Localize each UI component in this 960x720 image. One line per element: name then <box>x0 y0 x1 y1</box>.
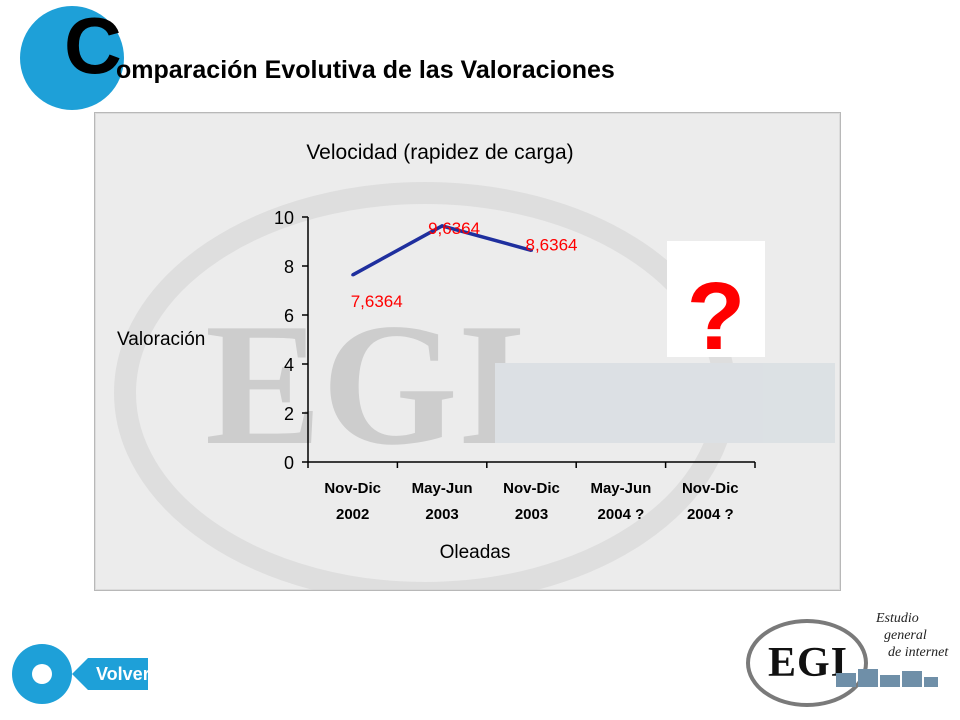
watermark-text: EGI <box>205 287 526 481</box>
y-tick-label: 8 <box>284 257 294 277</box>
y-tick-label: 6 <box>284 306 294 326</box>
data-label: 7,6364 <box>351 292 403 311</box>
series-point <box>530 248 533 252</box>
back-button[interactable]: Volver <box>12 644 150 706</box>
title-initial-letter: C <box>64 1 122 90</box>
watermark-bars <box>495 363 835 443</box>
logo-line-3: de internet <box>888 645 949 660</box>
y-tick-label: 0 <box>284 453 294 473</box>
series-point <box>440 224 444 228</box>
series-point <box>351 273 355 277</box>
data-label: 9,6364 <box>428 219 480 238</box>
logo-line-2: general <box>884 628 927 643</box>
x-tick-label: 2004 ? <box>598 506 645 523</box>
series-group <box>351 224 533 277</box>
y-tick-label: 2 <box>284 404 294 424</box>
data-label: 8,6364 <box>526 235 578 254</box>
back-dot-icon <box>32 664 52 684</box>
question-mark: ? <box>687 263 746 370</box>
logo-mark: EGI <box>768 640 849 686</box>
back-button-label: Volver <box>96 664 150 684</box>
x-axis-label: Oleadas <box>440 542 511 563</box>
data-labels: 7,6364 9,6364 8,6364 <box>351 219 578 311</box>
x-tick-label: 2003 <box>515 506 548 523</box>
x-tick-label: May-Jun <box>412 480 473 497</box>
page-title: omparación Evolutiva de las Valoraciones <box>116 56 615 84</box>
x-tick-label: 2002 <box>336 506 369 523</box>
y-axis-label: Valoración <box>117 329 205 350</box>
title-circle-icon <box>20 6 124 110</box>
chart-panel: EGI Velocidad (rapidez de carga) Valorac… <box>94 112 841 591</box>
x-tick-label: Nov-Dic <box>324 480 381 497</box>
x-tick-label: 2004 ? <box>687 506 734 523</box>
chart-title: Velocidad (rapidez de carga) <box>306 141 573 164</box>
egi-logo: EGI Estudio general de internet <box>740 605 952 710</box>
line-chart: EGI Velocidad (rapidez de carga) Valorac… <box>114 141 835 590</box>
logo-ring <box>746 619 868 707</box>
x-tick-label: Nov-Dic <box>503 480 560 497</box>
x-tick-label: May-Jun <box>590 480 651 497</box>
x-tick-label: 2003 <box>425 506 458 523</box>
y-tick-label: 10 <box>274 208 294 228</box>
x-tick-label: Nov-Dic <box>682 480 739 497</box>
y-tick-label: 4 <box>284 355 294 375</box>
y-ticks: 0 2 4 6 8 10 <box>274 208 308 473</box>
back-arrow-icon <box>72 658 148 690</box>
logo-line-1: Estudio <box>876 611 919 626</box>
logo-bars-icon <box>836 669 938 687</box>
watermark: EGI <box>114 182 835 590</box>
x-ticks: Nov-Dic 2002 May-Jun 2003 Nov-Dic 2003 May-Jun… <box>307 462 756 523</box>
question-box <box>667 241 765 357</box>
